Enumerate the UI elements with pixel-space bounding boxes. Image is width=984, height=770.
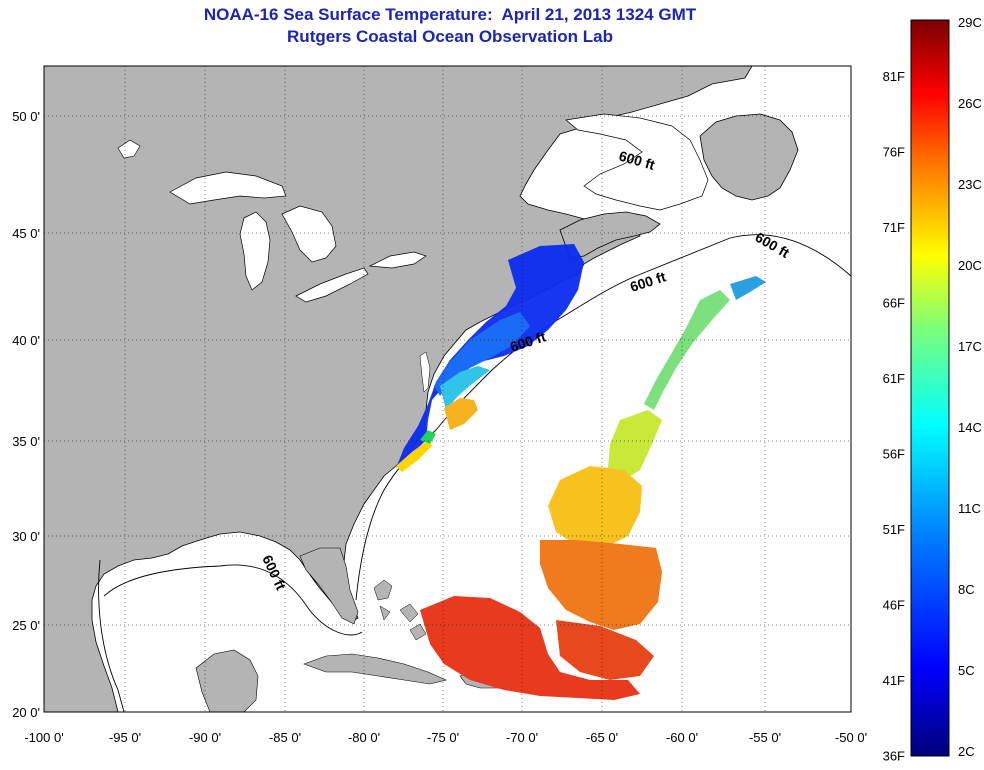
fahrenheit-label: 76F xyxy=(883,145,905,160)
land-newfoundland xyxy=(699,113,799,201)
latitude-label: 40 0' xyxy=(12,333,40,348)
fahrenheit-label: 81F xyxy=(883,69,905,84)
celsius-label: 17C xyxy=(958,339,982,354)
map-title: NOAA-16 Sea Surface Temperature: April 2… xyxy=(0,4,900,48)
map-frame xyxy=(43,65,852,713)
lake-michigan xyxy=(239,211,271,291)
longitude-labels: -100 0' -95 0' -90 0' -85 0' -80 0' -75 0' -70… xyxy=(24,730,867,745)
latitude-label: 35 0' xyxy=(12,434,40,449)
sst-coastal-swath xyxy=(396,244,584,472)
title-line-satellite: NOAA-16 Sea Surface Temperature: April 2… xyxy=(203,5,697,24)
sst-offshore-swath xyxy=(420,276,766,700)
celsius-label: 11C xyxy=(958,501,981,516)
longitude-label: -55 0' xyxy=(749,730,781,745)
latitude-label: 50 0' xyxy=(12,109,40,124)
islands-bahamas xyxy=(373,579,427,641)
longitude-label: -80 0' xyxy=(348,730,380,745)
celsius-label: 5C xyxy=(958,663,975,678)
fahrenheit-labels: 81F 76F 71F 66F 61F 56F 51F 46F 41F 36F xyxy=(883,69,905,764)
water-gulf-st-lawrence xyxy=(565,113,709,211)
colorbar-gradient xyxy=(910,19,950,757)
latitude-label: 30 0' xyxy=(12,529,40,544)
lake-ontario xyxy=(368,251,427,269)
longitude-label: -60 0' xyxy=(666,730,698,745)
longitude-label: -75 0' xyxy=(427,730,459,745)
lake-superior xyxy=(169,171,287,205)
longitude-label: -65 0' xyxy=(586,730,618,745)
land-florida xyxy=(299,547,359,625)
fahrenheit-label: 41F xyxy=(883,673,905,688)
graticule xyxy=(44,66,851,712)
celsius-label: 29C xyxy=(958,15,982,30)
latitude-label: 20 0' xyxy=(12,705,40,720)
latitude-labels: 50 0' 45 0' 40 0' 35 0' 30 0' 25 0' 20 0' xyxy=(12,109,40,720)
longitude-label: -50 0' xyxy=(835,730,867,745)
lake-huron xyxy=(281,205,337,263)
celsius-label: 8C xyxy=(958,582,975,597)
celsius-label: 26C xyxy=(958,96,982,111)
celsius-label: 20C xyxy=(958,258,982,273)
celsius-label: 2C xyxy=(958,744,975,759)
land-yucatan xyxy=(195,649,259,712)
longitude-label: -70 0' xyxy=(506,730,538,745)
lake-erie xyxy=(295,267,369,303)
water-chesapeake-bay xyxy=(419,351,431,393)
celsius-labels: 29C 26C 23C 20C 17C 14C 11C 8C 5C 2C xyxy=(958,15,982,759)
fahrenheit-label: 61F xyxy=(883,371,905,386)
fahrenheit-label: 71F xyxy=(883,220,905,235)
fahrenheit-label: 36F xyxy=(883,749,905,764)
celsius-label: 23C xyxy=(958,177,982,192)
land-cuba xyxy=(303,653,447,685)
fahrenheit-label: 51F xyxy=(883,522,905,537)
fahrenheit-label: 46F xyxy=(883,598,905,613)
longitude-label: -90 0' xyxy=(189,730,221,745)
latitude-label: 45 0' xyxy=(12,226,40,241)
longitude-label: -85 0' xyxy=(269,730,301,745)
land-nova-scotia xyxy=(559,211,661,259)
fahrenheit-label: 56F xyxy=(883,447,905,462)
longitude-label: -100 0' xyxy=(24,730,63,745)
latitude-label: 25 0' xyxy=(12,618,40,633)
longitude-label: -95 0' xyxy=(109,730,141,745)
title-line-lab: Rutgers Coastal Ocean Observation Lab xyxy=(287,27,613,46)
water-james-bay xyxy=(117,139,141,159)
fahrenheit-label: 66F xyxy=(883,296,905,311)
celsius-label: 14C xyxy=(958,420,982,435)
